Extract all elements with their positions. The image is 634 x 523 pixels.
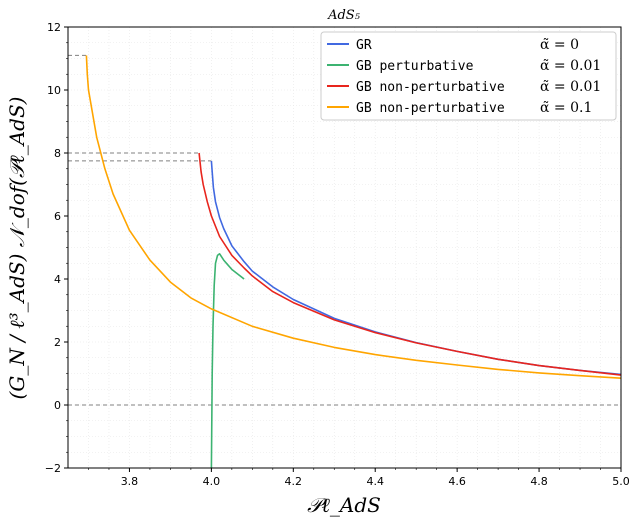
x-tick-label: 5.0 bbox=[612, 475, 630, 488]
reference-lines bbox=[68, 54, 621, 406]
x-axis-label: 𝒫ℓ_AdS bbox=[307, 493, 381, 517]
x-tick-label: 4.8 bbox=[530, 475, 548, 488]
x-tick-label: 3.8 bbox=[121, 475, 139, 488]
y-tick-label: 0 bbox=[54, 399, 61, 412]
y-tick-label: −2 bbox=[45, 462, 61, 475]
y-tick-label: 4 bbox=[54, 273, 61, 286]
legend-param-0: α̃ = 0 bbox=[540, 37, 579, 53]
y-axis-label: (G_N / ℓ³_AdS) 𝒩_dof(𝒫ℓ_AdS) bbox=[5, 97, 29, 400]
y-tick-label: 2 bbox=[54, 336, 61, 349]
legend-label-0: GR bbox=[356, 38, 372, 53]
legend-param-2: α̃ = 0.01 bbox=[540, 79, 601, 95]
legend-label-2: GB non-perturbative bbox=[356, 80, 505, 95]
chart-title: AdS₅ bbox=[327, 8, 361, 23]
legend-param-3: α̃ = 0.1 bbox=[540, 100, 592, 116]
plot-frame bbox=[67, 26, 622, 469]
y-tick-label: 12 bbox=[47, 21, 61, 34]
x-tick-label: 4.0 bbox=[203, 475, 221, 488]
series-lines bbox=[85, 55, 622, 469]
y-tick-label: 10 bbox=[47, 84, 61, 97]
series-line-3 bbox=[85, 55, 622, 379]
series-line-1 bbox=[210, 253, 245, 469]
legend-label-1: GB perturbative bbox=[356, 59, 474, 74]
x-tick-label: 4.2 bbox=[285, 475, 303, 488]
legend-param-1: α̃ = 0.01 bbox=[540, 58, 601, 74]
y-tick-label: 8 bbox=[54, 147, 61, 160]
y-tick-label: 6 bbox=[54, 210, 61, 223]
legend: GR α̃ = 0 GB perturbative α̃ = 0.01 GB non-p… bbox=[320, 31, 617, 121]
legend-label-3: GB non-perturbative bbox=[356, 101, 505, 116]
axis-ticks: 3.8 4.0 4.2 4.4 4.6 4.8 5.0 −2 0 2 4 6 8 10 12 bbox=[45, 21, 630, 488]
legend-box bbox=[320, 31, 617, 121]
x-tick-label: 4.6 bbox=[448, 475, 466, 488]
series-line-2 bbox=[198, 152, 622, 376]
x-tick-label: 4.4 bbox=[366, 475, 384, 488]
